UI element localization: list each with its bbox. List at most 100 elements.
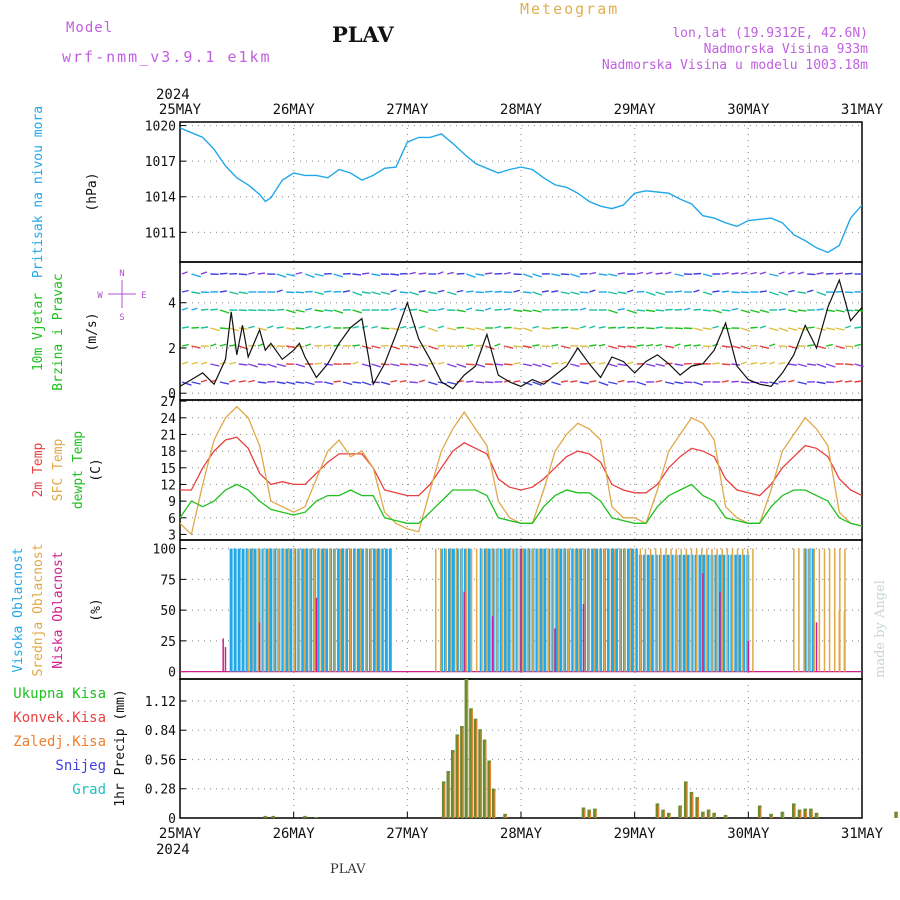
wind-barb [532,363,542,368]
wind-barb [788,327,798,331]
precip-bar-overlay [595,810,597,818]
precip-bar [803,808,807,818]
wind-barb [579,381,589,385]
wind-barb [835,272,843,275]
precip-bar-overlay [489,762,491,818]
precip-bar-overlay [771,815,773,818]
wind-barb [200,379,208,383]
precip-bar [792,803,796,818]
precip-legend-entry: Ukupna Kisa [13,686,106,702]
wind-barb [532,344,540,347]
wind-barb [626,361,634,365]
wind-barb [494,363,504,366]
wind-barb [219,290,228,293]
precip-bar [441,781,446,818]
station-title: PLAV [332,22,394,47]
wind-barb [390,307,397,311]
wind-barb [342,290,351,293]
precip-bar [451,750,455,818]
precip-bar [797,809,802,818]
precip-bar-overlay [800,811,802,818]
made-by-watermark: made by Angel [873,580,888,678]
wind-barb [674,381,684,385]
wind-barb [693,308,702,311]
wind-barb [437,271,444,275]
precip-bar [482,739,487,818]
wind-barb [200,308,209,311]
wind-barb [305,290,313,293]
wind-barb [466,380,474,383]
wind-barb [191,307,198,311]
wind-barb [503,345,514,349]
wind-barb [854,326,862,329]
wind-barb [371,325,378,329]
precip-bar-overlay [480,731,482,818]
y-tick-label: 0 [168,812,176,827]
precip-bar [780,811,785,818]
wind-barb [456,363,467,368]
precip-bar-overlay [709,811,711,818]
y-tick-label: 1011 [145,226,176,241]
x-tick-label-bottom: 31MAY [841,826,884,842]
wind-barb [778,271,785,275]
precip-bar [487,760,491,818]
wind-barb [854,363,864,368]
wind-barb [636,326,645,329]
y-tick-label: 4 [168,297,176,312]
wind-barb [324,309,333,312]
wind-barb [475,273,485,277]
wind-barb [816,345,826,350]
y-tick-label: 1.12 [145,695,176,710]
wind-barb [361,381,372,386]
wind-barb [371,291,381,296]
wind-barb [579,291,589,294]
wind-barb [513,289,520,293]
wind-barb [267,363,277,368]
wind-barb [693,327,703,332]
wind-barb [522,345,532,349]
wind-barb [807,344,815,347]
wind-barb [608,345,618,350]
precip-bar [271,815,275,818]
wind-barb [560,361,568,365]
wind-barb [485,290,493,293]
wind-barb [750,309,760,314]
station-elevation: Nadmorska Visina 933m [703,42,868,57]
wind-barb [466,344,474,347]
wind-barb [560,326,569,329]
wind-barb [304,381,315,386]
wind-barb [456,309,466,313]
wind-barb [428,345,438,350]
wind-barb [731,291,740,294]
y-tick-label: 24 [160,412,176,427]
compass-east: E [141,291,146,301]
wind-barb [522,291,532,294]
wind-barb [229,379,236,383]
wind-barb [560,291,570,295]
panel-frame-wind [179,261,863,401]
wind-barb [437,361,445,365]
wind-barb [731,272,739,275]
wind-barb [702,273,713,278]
wind-barb [731,345,741,349]
wind-barb [352,361,359,365]
x-tick-label-bottom: 30MAY [727,826,770,842]
wind-barb [522,273,533,278]
compass-north: N [119,269,124,279]
wind-barb [683,344,692,347]
wind-barb [721,272,729,275]
wind-barb [636,344,644,347]
wind-barb [645,271,653,275]
wind-barb [541,363,552,368]
wind-barb [323,381,334,385]
precip-bar [593,808,597,818]
precip-bar-overlay [783,813,785,818]
wind-barb [191,291,201,295]
wind-barb [380,363,390,366]
wind-barb [494,325,502,329]
high-cloud-axis-label: Visoka Oblacnost [11,547,26,672]
wind-barb [617,345,627,348]
wind-barb [778,291,789,296]
wind-barb [286,273,296,277]
precip-bar-overlay [896,813,898,818]
